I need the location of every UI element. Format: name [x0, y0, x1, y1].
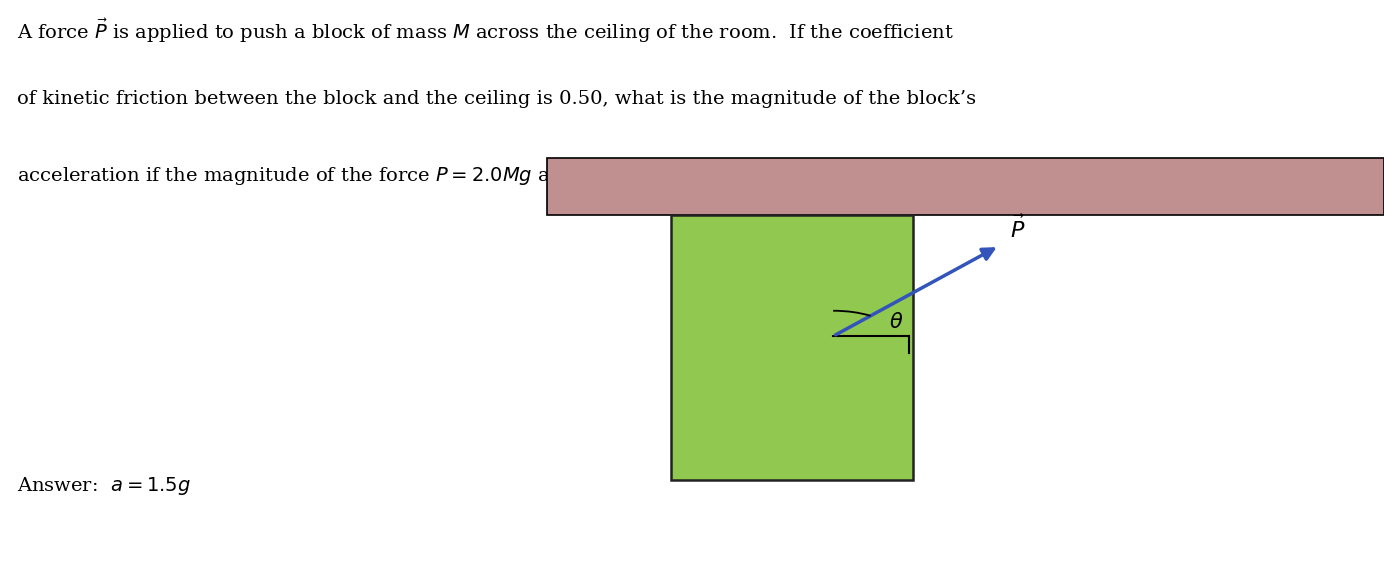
Text: A force $\vec{P}$ is applied to push a block of mass $M$ across the ceiling of t: A force $\vec{P}$ is applied to push a b… [17, 17, 954, 45]
Text: Answer:  $a = 1.5g$: Answer: $a = 1.5g$ [17, 475, 191, 497]
Bar [547, 158, 1384, 215]
Bar [671, 215, 913, 480]
Text: $\vec{P}$: $\vec{P}$ [1010, 216, 1026, 243]
Text: of kinetic friction between the block and the ceiling is 0.50, what is the magni: of kinetic friction between the block an… [17, 90, 976, 108]
Text: acceleration if the magnitude of the force $P = 2.0Mg$ and angle $\theta = \arct: acceleration if the magnitude of the for… [17, 164, 797, 187]
Text: $\theta$: $\theta$ [889, 312, 902, 332]
